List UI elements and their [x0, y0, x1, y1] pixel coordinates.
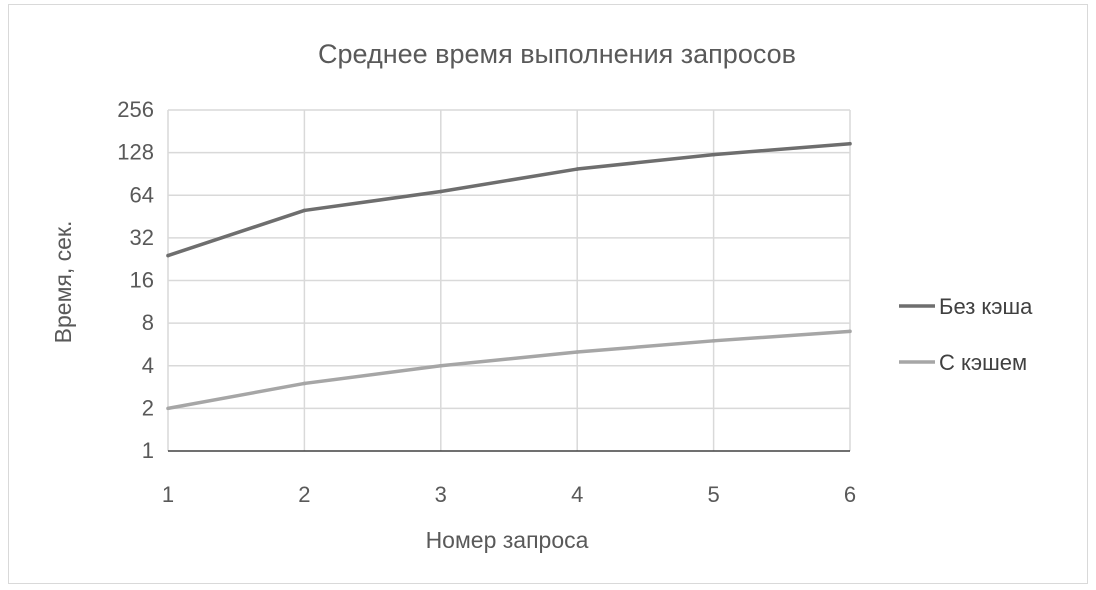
y-tick-label: 64	[130, 182, 154, 207]
y-tick-label: 32	[130, 225, 154, 250]
series-line	[167, 141, 851, 258]
data-point	[439, 189, 443, 194]
data-point	[848, 141, 852, 146]
data-point	[166, 253, 170, 258]
y-tick-label: 128	[117, 140, 154, 165]
x-tick-label: 4	[571, 482, 583, 507]
legend-label: С кэшем	[939, 350, 1027, 375]
x-tick-label: 6	[844, 482, 856, 507]
x-tick-label: 1	[162, 482, 174, 507]
data-point	[575, 350, 579, 354]
chart-title: Среднее время выполнения запросов	[318, 39, 796, 69]
legend: Без кэша С кэшем	[899, 294, 1033, 375]
data-point	[848, 329, 852, 334]
chart-svg: Среднее время выполнения запросов 124816…	[50, 39, 1033, 553]
y-tick-label: 4	[142, 353, 154, 378]
data-point	[302, 208, 307, 213]
legend-label: Без кэша	[939, 294, 1033, 319]
series-line	[167, 329, 851, 411]
y-tick-label: 256	[117, 97, 154, 122]
x-tick-labels: 1 2 3 4 5 6	[162, 482, 856, 507]
y-axis-title: Время, сек.	[50, 221, 76, 344]
data-point	[711, 339, 716, 343]
data-point	[302, 381, 307, 386]
x-tick-label: 2	[298, 482, 310, 507]
y-tick-label: 2	[142, 395, 154, 420]
gridlines	[167, 109, 851, 452]
series-lines	[166, 141, 852, 411]
x-axis-title: Номер запроса	[426, 527, 589, 553]
data-point	[575, 167, 579, 171]
y-tick-label: 1	[142, 438, 154, 463]
data-point	[439, 363, 443, 368]
x-tick-label: 5	[707, 482, 719, 507]
data-point	[166, 406, 170, 411]
y-tick-label: 16	[130, 268, 154, 293]
x-tick-label: 3	[435, 482, 447, 507]
y-tick-label: 8	[142, 310, 154, 335]
chart-frame: Среднее время выполнения запросов 1 2 4 8 16…	[8, 4, 1088, 584]
data-point	[711, 152, 716, 157]
y-tick-labels: 1 2 4 8 16 32 64 128 256	[117, 97, 154, 463]
